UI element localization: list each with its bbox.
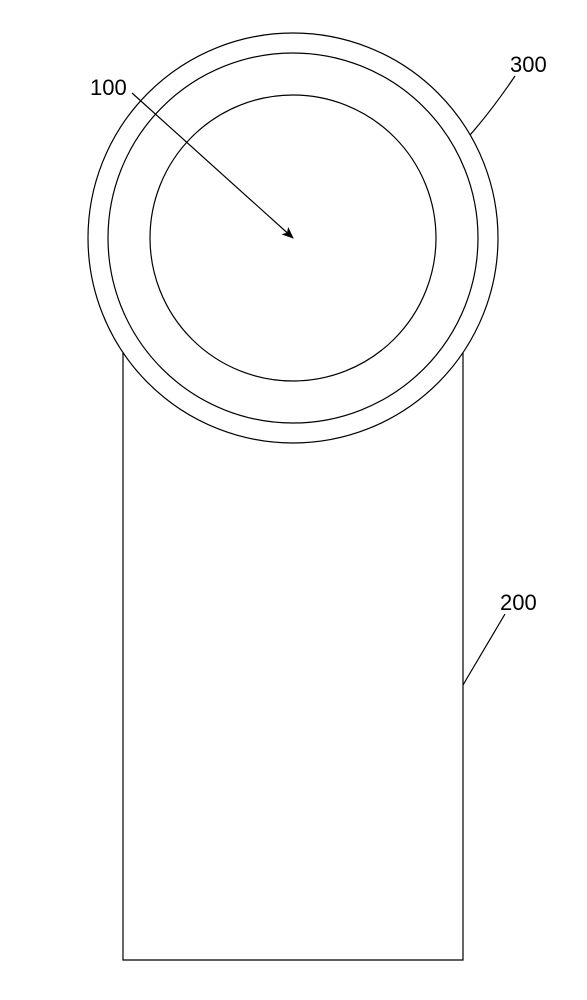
leader-300 bbox=[470, 76, 515, 135]
label-100: 100 bbox=[90, 75, 127, 100]
rect-body bbox=[123, 353, 463, 960]
label-300: 300 bbox=[510, 52, 547, 77]
label-200: 200 bbox=[500, 590, 537, 615]
leader-200 bbox=[463, 614, 505, 685]
leader-100 bbox=[132, 93, 293, 238]
